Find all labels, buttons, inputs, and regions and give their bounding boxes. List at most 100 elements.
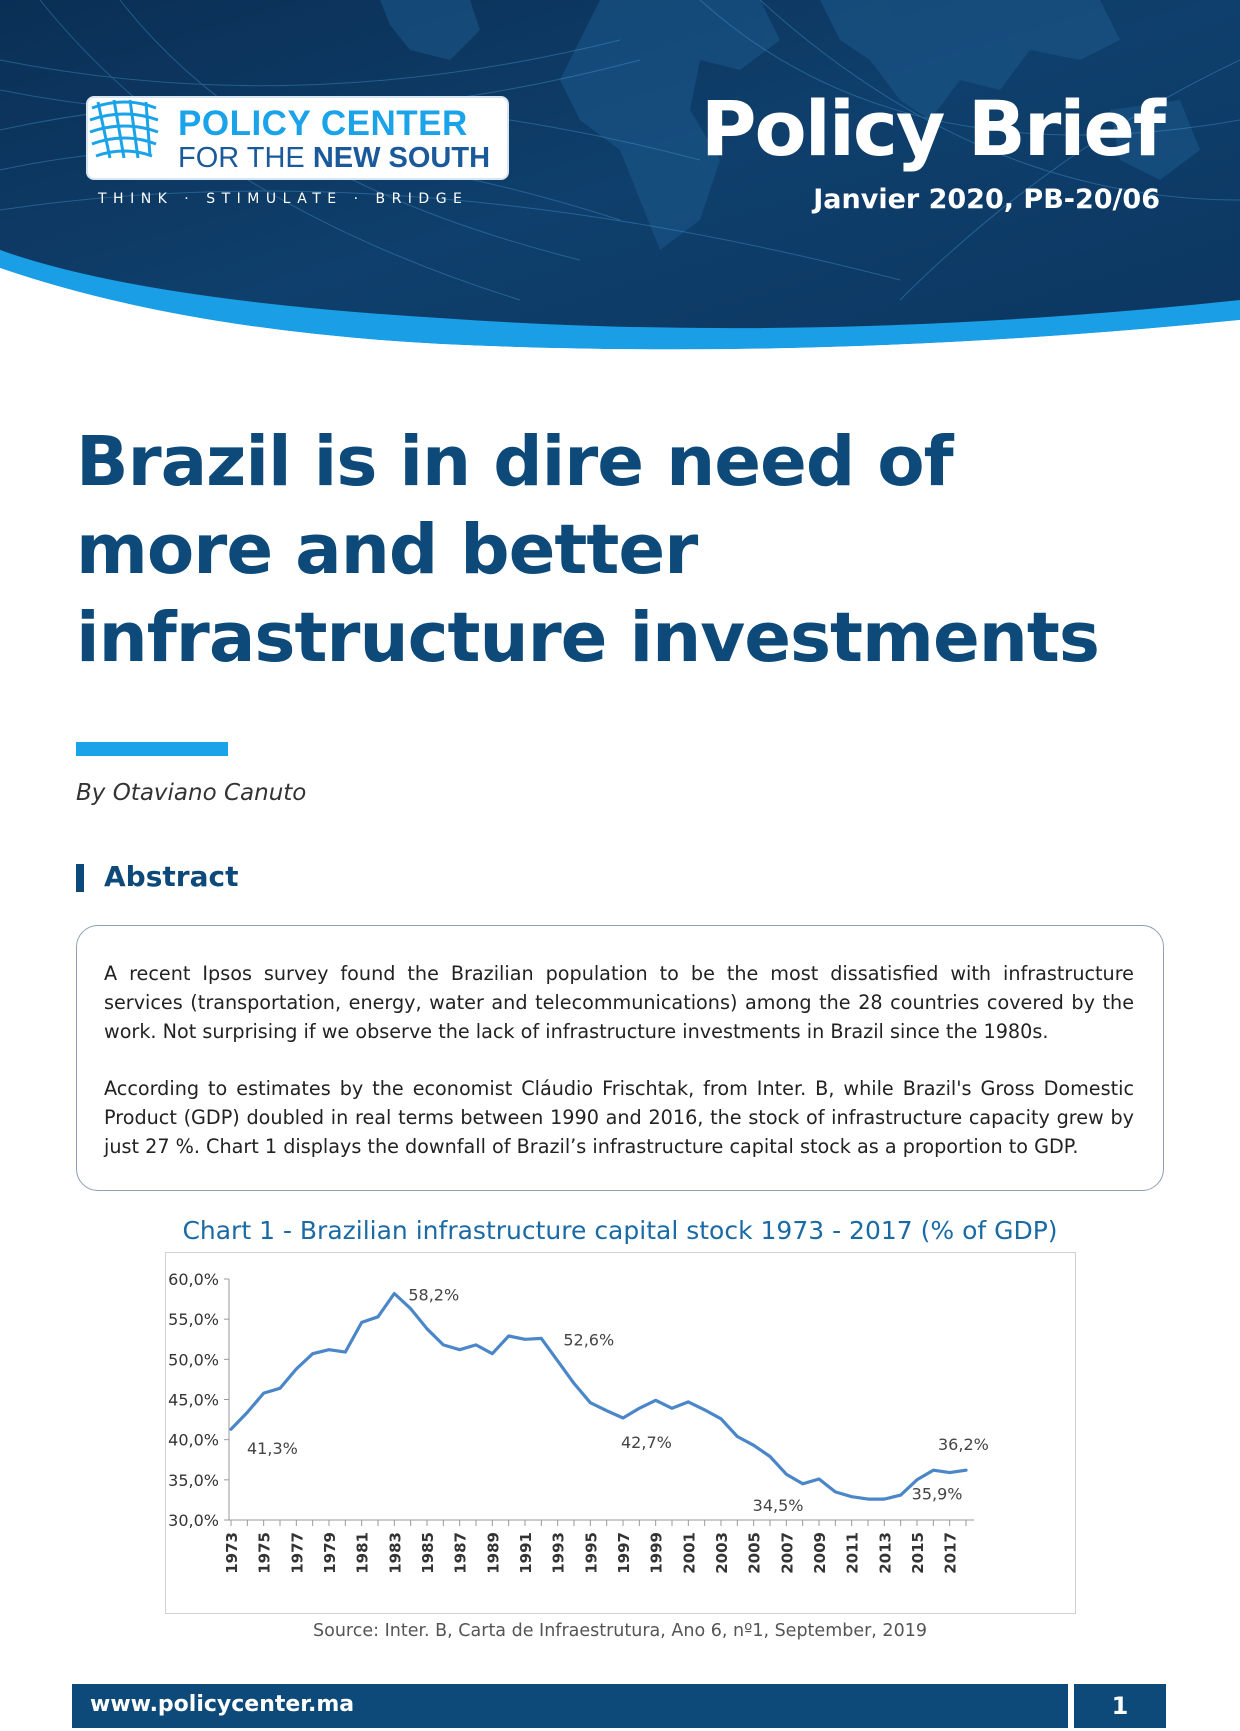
y-tick-label: 50,0%: [168, 1350, 219, 1369]
x-tick-label: 1977: [288, 1532, 306, 1574]
chart-frame: 60,0% 55,0% 50,0% 45,0% 40,0% 35,0% 30,0% 1973 1…: [165, 1252, 1076, 1614]
data-point: [670, 1407, 674, 1410]
data-point: [834, 1490, 837, 1494]
data-point: [654, 1399, 657, 1402]
logo-line2-bold: NEW SOUTH: [312, 142, 491, 174]
data-point: [295, 1367, 298, 1371]
data-point: [883, 1497, 886, 1501]
x-tick-label: 2001: [680, 1532, 698, 1574]
data-label: 36,2%: [938, 1435, 989, 1454]
x-tick-label: 1981: [354, 1532, 372, 1574]
document-date-reference: Janvier 2020, PB-20/06: [813, 184, 1160, 215]
data-point: [262, 1391, 265, 1395]
data-point: [507, 1334, 510, 1338]
data-point: [376, 1315, 380, 1318]
page-number: 1: [1074, 1684, 1166, 1728]
data-point: [817, 1477, 821, 1481]
data-point: [523, 1338, 527, 1341]
data-point: [474, 1343, 478, 1347]
tagline: THINK · STIMULATE · BRIDGE: [98, 191, 469, 207]
data-label: 42,7%: [621, 1433, 672, 1452]
data-label: 41,3%: [247, 1439, 298, 1458]
data-point: [425, 1327, 429, 1331]
page-title: Brazil is in dire need of more and bette…: [76, 422, 1100, 678]
data-point: [785, 1473, 788, 1476]
data-point: [589, 1401, 592, 1404]
data-point: [311, 1352, 314, 1355]
x-tick-label: 1997: [615, 1532, 633, 1574]
data-point: [899, 1493, 902, 1497]
x-tick-label: 1989: [484, 1532, 502, 1574]
data-point: [556, 1359, 559, 1363]
globe-mesh-icon: [89, 99, 159, 159]
chart-source: Source: Inter. B, Carta de Infraestrutur…: [313, 1621, 927, 1641]
x-tick-label: 1999: [648, 1532, 666, 1574]
abstract-box: A recent Ipsos survey found the Brazilia…: [76, 925, 1164, 1191]
accent-rule: [76, 742, 228, 756]
data-point: [932, 1468, 935, 1472]
logo-line2: FOR THE NEW SOUTH: [178, 142, 490, 175]
logo-line2-prefix: FOR THE: [178, 142, 313, 174]
data-point: [344, 1350, 347, 1354]
y-tick-label: 55,0%: [168, 1310, 219, 1329]
author-byline: By Otaviano Canuto: [76, 780, 307, 806]
data-point: [327, 1348, 331, 1351]
data-point: [866, 1497, 870, 1501]
data-point: [768, 1455, 772, 1458]
data-point: [246, 1411, 249, 1414]
y-tick-label: 45,0%: [168, 1391, 219, 1410]
data-point: [458, 1348, 461, 1351]
data-point: [850, 1495, 853, 1498]
y-tick-label: 35,0%: [168, 1471, 219, 1490]
data-label: 35,9%: [912, 1485, 963, 1504]
y-tick-label: 60,0%: [168, 1270, 219, 1289]
x-tick-label: 1987: [452, 1532, 470, 1574]
data-point: [229, 1428, 233, 1431]
line-chart: 60,0% 55,0% 50,0% 45,0% 40,0% 35,0% 30,0%1973 1…: [168, 1270, 989, 1574]
abstract-heading-text: Abstract: [104, 860, 239, 893]
data-point: [605, 1409, 608, 1412]
data-point: [409, 1307, 412, 1310]
banner-background: [0, 0, 1240, 370]
data-point: [572, 1382, 576, 1385]
x-tick-label: 1995: [582, 1532, 600, 1574]
x-tick-label: 2007: [778, 1532, 796, 1574]
y-tick-label: 40,0%: [168, 1431, 219, 1450]
footer-bar: www.policycenter.ma: [72, 1684, 1068, 1728]
x-tick-label: 2013: [876, 1532, 894, 1574]
heading-marker: [76, 864, 84, 892]
data-point: [360, 1321, 363, 1324]
x-tick-label: 1991: [517, 1532, 535, 1574]
logo[interactable]: POLICY CENTER FOR THE NEW SOUTH: [86, 96, 509, 180]
x-tick-label: 2011: [844, 1532, 862, 1574]
header-banner: POLICY CENTER FOR THE NEW SOUTH THINK · …: [0, 0, 1240, 370]
footer-url-link[interactable]: www.policycenter.ma: [90, 1692, 355, 1717]
series-line: [229, 1291, 968, 1501]
data-label: 52,6%: [563, 1330, 614, 1349]
x-tick-label: 1993: [550, 1532, 568, 1574]
data-point: [948, 1471, 951, 1474]
data-point: [752, 1444, 755, 1447]
data-point: [621, 1416, 625, 1420]
x-tick-label: 1985: [419, 1532, 437, 1574]
data-point: [801, 1482, 804, 1486]
x-tick-label: 1973: [223, 1532, 241, 1574]
logo-line1: POLICY CENTER: [178, 104, 468, 143]
document-type: Policy Brief: [700, 84, 1166, 173]
x-tick-label: 1979: [321, 1532, 339, 1574]
data-label: 58,2%: [408, 1285, 459, 1304]
data-point: [964, 1468, 968, 1472]
x-tick-label: 2015: [909, 1532, 927, 1574]
y-tick-label: 30,0%: [168, 1511, 219, 1530]
data-point: [687, 1400, 690, 1404]
chart-title: Chart 1 - Brazilian infrastructure capit…: [182, 1216, 1058, 1245]
abstract-paragraph-2: According to estimates by the economist …: [104, 1077, 1134, 1158]
x-tick-label: 2017: [942, 1532, 960, 1574]
x-tick-label: 1983: [386, 1532, 404, 1574]
data-point: [719, 1417, 723, 1420]
x-tick-label: 2003: [713, 1532, 731, 1574]
x-tick-label: 2005: [746, 1532, 764, 1574]
data-label: 34,5%: [753, 1496, 804, 1515]
data-point: [703, 1408, 706, 1412]
data-point: [915, 1478, 919, 1482]
